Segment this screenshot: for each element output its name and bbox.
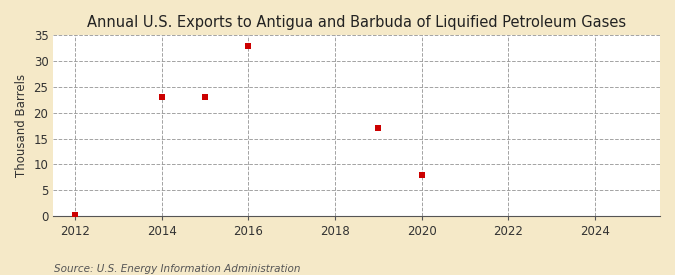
Point <box>243 43 254 48</box>
Point <box>373 126 383 130</box>
Point <box>156 95 167 100</box>
Point <box>200 95 211 100</box>
Point <box>416 172 427 177</box>
Title: Annual U.S. Exports to Antigua and Barbuda of Liquified Petroleum Gases: Annual U.S. Exports to Antigua and Barbu… <box>87 15 626 30</box>
Y-axis label: Thousand Barrels: Thousand Barrels <box>15 74 28 177</box>
Text: Source: U.S. Energy Information Administration: Source: U.S. Energy Information Administ… <box>54 264 300 274</box>
Point <box>70 213 80 218</box>
